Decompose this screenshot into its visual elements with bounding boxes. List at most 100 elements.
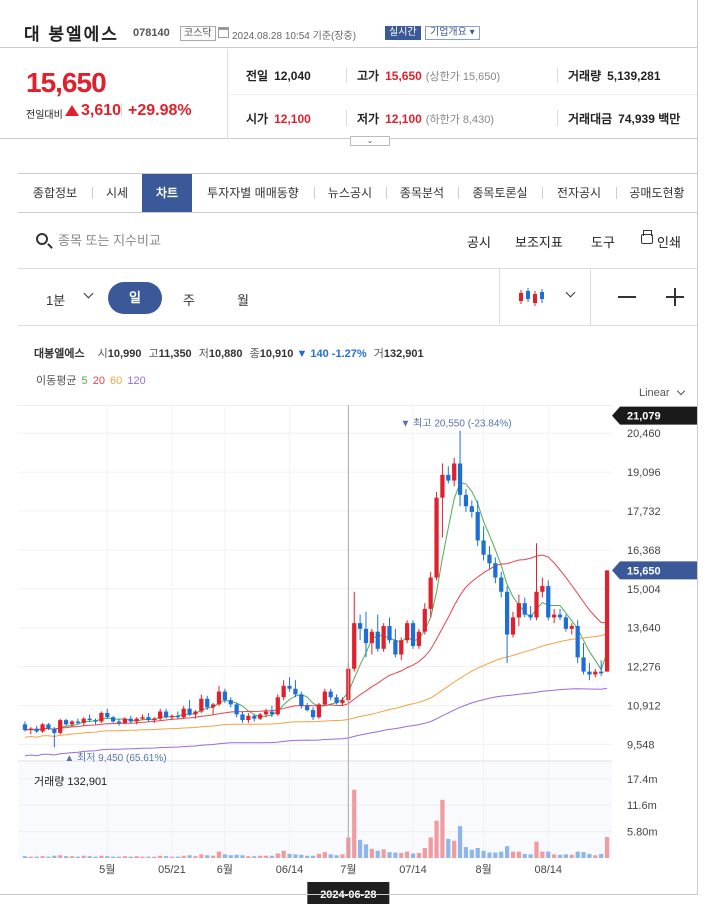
candle-body — [28, 728, 33, 731]
candle-body — [52, 728, 57, 733]
tab-5[interactable]: 뉴스공시 — [314, 174, 386, 212]
candle-body — [175, 715, 180, 718]
candle-body — [181, 708, 186, 718]
stat-divider — [557, 110, 558, 126]
legend-stock-name: 대봉엘에스 — [34, 348, 85, 360]
x-tick-label: 06/14 — [276, 864, 304, 876]
print-button[interactable]: 인쇄 — [657, 235, 681, 250]
candle-body — [205, 698, 210, 708]
chevron-down-icon[interactable] — [676, 386, 686, 396]
company-info-button[interactable]: 기업개요 ▾ — [425, 26, 480, 40]
tab-9[interactable]: 공매도현황 — [616, 174, 698, 212]
candle-body — [58, 720, 63, 733]
top-price-badge-label: 21,079 — [627, 411, 661, 423]
search-input[interactable] — [58, 230, 258, 250]
x-tick-label: 6월 — [217, 863, 233, 876]
realtime-badge[interactable]: 실시간 — [385, 26, 421, 40]
volume-bar — [587, 853, 592, 858]
tab-2[interactable]: 시세 — [92, 174, 142, 212]
volume-bar — [581, 852, 586, 858]
tab-1[interactable]: 종합정보 — [32, 186, 78, 200]
candle-body — [116, 721, 122, 723]
change-amount: 3,610 — [81, 102, 122, 119]
tab-4[interactable]: 투자자별 매매동향 — [207, 186, 299, 200]
volume-bar — [593, 855, 598, 858]
ma-60-line — [24, 632, 608, 738]
zoom-in-button[interactable] — [666, 288, 684, 306]
volume-bar — [210, 855, 216, 858]
legend-high: 11,350 — [158, 348, 192, 360]
search-icon[interactable] — [36, 233, 48, 245]
stat-open: 시가 12,100 — [246, 112, 311, 126]
moving-average-legend[interactable]: 이동평균 5 20 60 120 — [34, 372, 146, 388]
expand-button[interactable]: ⌄ — [350, 136, 390, 146]
chevron-down-icon[interactable] — [83, 288, 94, 299]
frame-border — [697, 0, 698, 895]
market-badge: 코스닥 — [180, 26, 216, 41]
volume-bar — [58, 855, 63, 858]
chevron-down-icon[interactable] — [565, 287, 576, 298]
indicator-button[interactable]: 보조지표 — [515, 235, 563, 250]
x-tick-label: 5월 — [99, 863, 115, 876]
top-price-badge-box — [612, 406, 698, 425]
candle-body — [487, 554, 492, 564]
volume-bar — [316, 853, 322, 858]
period-day-button[interactable]: 일 — [108, 282, 162, 314]
zoom-out-button[interactable] — [618, 296, 636, 298]
candle-body — [434, 497, 439, 578]
volume-bar — [534, 841, 539, 858]
volume-bar — [557, 854, 563, 858]
tab-3[interactable]: 차트 — [142, 174, 192, 212]
candlestick-icon[interactable] — [518, 287, 546, 307]
candle-body — [575, 625, 580, 658]
candle-body — [158, 711, 163, 719]
candle-body — [75, 721, 80, 723]
volume-bar — [369, 848, 374, 858]
ma-5: 5 — [81, 375, 88, 387]
chart-type-select[interactable] — [499, 269, 591, 325]
volume-bar — [199, 854, 204, 858]
stat-volume: 거래량 5,139,281 — [568, 69, 661, 83]
candle-body — [275, 697, 280, 715]
volume-bar — [469, 849, 474, 858]
price-chart[interactable]: 9,548 10,912 12,276 13,640 15,004 16,368 17,73… — [0, 405, 698, 905]
current-price: 15,650 — [26, 67, 107, 98]
candle-body — [122, 718, 128, 723]
candle-body — [199, 698, 204, 712]
period-week-button[interactable]: 주 — [183, 293, 195, 308]
candle-body — [46, 724, 51, 729]
y-tick-label: 13,640 — [627, 623, 661, 635]
scale-select[interactable]: Linear — [639, 387, 670, 399]
tab-8[interactable]: 전자공시 — [542, 174, 616, 212]
candle-body — [234, 704, 239, 715]
volume-pane-bg — [18, 762, 612, 858]
volume-bar — [252, 856, 257, 858]
volume-bar — [28, 856, 33, 858]
volume-bar — [269, 855, 275, 858]
candle-body — [69, 721, 75, 725]
y-tick-label: 17,732 — [627, 506, 661, 518]
y-tick-label: 20,460 — [627, 428, 661, 440]
volume-bar — [546, 851, 551, 858]
interval-select[interactable]: 1분 — [46, 293, 66, 308]
volume-bar — [140, 856, 145, 858]
volume-bar — [522, 853, 527, 858]
volume-bar — [575, 851, 580, 858]
volume-bar — [234, 854, 239, 858]
stock-header: 대 봉엘에스 078140 코스닥 2024.08.28 10:54 기준(장중… — [0, 0, 698, 48]
candle-body — [87, 718, 92, 721]
candle-body — [134, 718, 139, 722]
volume-bar — [128, 856, 133, 858]
notice-button[interactable]: 공시 — [467, 235, 491, 250]
volume-bar — [134, 856, 139, 858]
tab-7[interactable]: 종목토론실 — [458, 174, 542, 212]
volume-bar — [528, 854, 533, 858]
print-icon[interactable] — [641, 230, 653, 244]
tab-6[interactable]: 종목분석 — [386, 174, 458, 212]
candle-body — [469, 506, 474, 512]
period-month-button[interactable]: 월 — [237, 293, 249, 308]
legend-open: 10,990 — [107, 348, 142, 360]
tools-button[interactable]: 도구 — [591, 235, 615, 250]
volume-bar — [281, 850, 286, 858]
volume-bar — [240, 855, 245, 858]
